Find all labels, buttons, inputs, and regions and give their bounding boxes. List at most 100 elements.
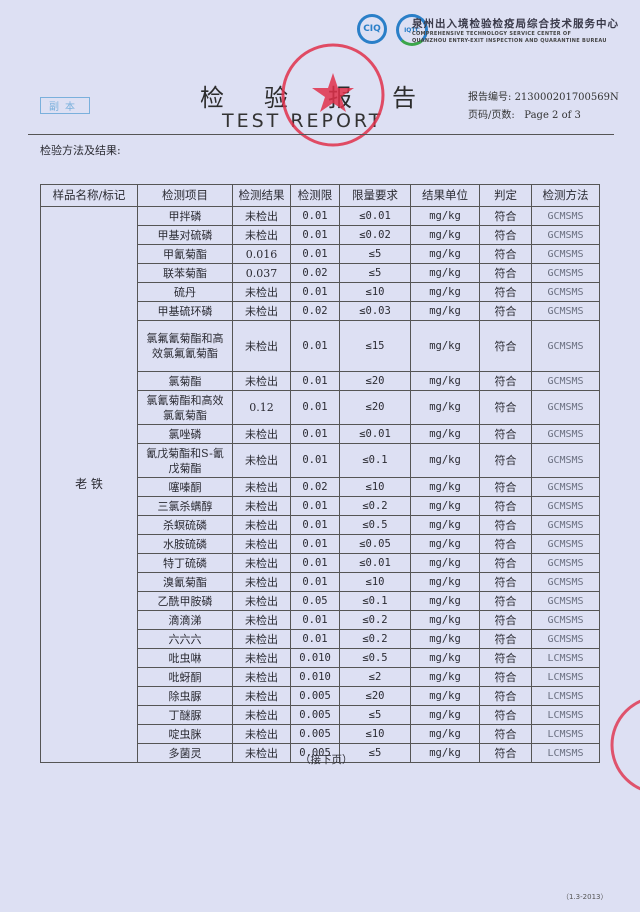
verdict: 符合: [479, 443, 532, 478]
test-method: GCMSMS: [531, 629, 600, 649]
test-item: 特丁硫磷: [137, 553, 233, 573]
section-title: 检验方法及结果:: [40, 144, 121, 157]
detection-limit: 0.01: [290, 390, 340, 425]
result-unit: mg/kg: [410, 263, 480, 283]
detection-limit: 0.02: [290, 477, 340, 497]
ciq-logo: CIQ: [357, 14, 387, 44]
table-row: 六六六 未检出 0.01 ≤0.2 mg/kg 符合 GCMSMS: [41, 629, 600, 649]
limit-requirement: ≤20: [339, 371, 411, 391]
limit-requirement: ≤5: [339, 743, 411, 763]
table-row: 多菌灵 未检出 0.005 ≤5 mg/kg 符合 LCMSMS: [41, 743, 600, 763]
detection-limit: 0.01: [290, 629, 340, 649]
title-cn: 检验报告: [200, 78, 456, 113]
verdict: 符合: [479, 724, 532, 744]
test-result: 未检出: [232, 572, 291, 592]
test-item: 杀螟硫磷: [137, 515, 233, 535]
table-row: 丁醚脲 未检出 0.005 ≤5 mg/kg 符合 LCMSMS: [41, 705, 600, 725]
detection-limit: 0.01: [290, 225, 340, 245]
result-unit: mg/kg: [410, 320, 480, 372]
table-row: 吡虫啉 未检出 0.010 ≤0.5 mg/kg 符合 LCMSMS: [41, 648, 600, 668]
verdict: 符合: [479, 515, 532, 535]
test-method: LCMSMS: [531, 648, 600, 668]
test-method: GCMSMS: [531, 320, 600, 372]
limit-requirement: ≤10: [339, 724, 411, 744]
test-item: 氯氟氰菊酯和高效氯氟氰菊酯: [137, 320, 233, 372]
table-row: 溴氰菊酯 未检出 0.01 ≤10 mg/kg 符合 GCMSMS: [41, 572, 600, 592]
limit-requirement: ≤0.01: [339, 424, 411, 444]
test-method: GCMSMS: [531, 301, 600, 321]
verdict: 符合: [479, 686, 532, 706]
test-result: 未检出: [232, 705, 291, 725]
test-result: 未检出: [232, 553, 291, 573]
official-stamp: [281, 43, 385, 147]
verdict: 符合: [479, 534, 532, 554]
result-unit: mg/kg: [410, 553, 480, 573]
test-item: 三氯杀螨醇: [137, 496, 233, 516]
result-unit: mg/kg: [410, 301, 480, 321]
table-row: 特丁硫磷 未检出 0.01 ≤0.01 mg/kg 符合 GCMSMS: [41, 553, 600, 573]
verdict: 符合: [479, 591, 532, 611]
continued-note: （接下页）: [300, 754, 353, 766]
organization-name: 泉州出入境检验检疫局综合技术服务中心: [412, 18, 619, 30]
detection-limit: 0.01: [290, 610, 340, 630]
col-lod: 检测限: [290, 184, 340, 207]
col-unit: 结果单位: [410, 184, 480, 207]
table-row: 氯菊酯 未检出 0.01 ≤20 mg/kg 符合 GCMSMS: [41, 371, 600, 391]
test-item: 硫丹: [137, 282, 233, 302]
table-row: 氯氟氰菊酯和高效氯氟氰菊酯 未检出 0.01 ≤15 mg/kg 符合 GCMSMS: [41, 320, 600, 372]
limit-requirement: ≤5: [339, 244, 411, 264]
title-en: TEST REPORT: [222, 110, 384, 132]
test-result: 0.016: [232, 244, 291, 264]
test-result: 未检出: [232, 667, 291, 687]
result-unit: mg/kg: [410, 244, 480, 264]
detection-limit: 0.005: [290, 705, 340, 725]
test-method: GCMSMS: [531, 572, 600, 592]
detection-limit: 0.01: [290, 371, 340, 391]
results-table: 样品名称/标记 检测项目 检测结果 检测限 限量要求 结果单位 判定 检测方法 …: [40, 184, 600, 763]
test-item: 溴氰菊酯: [137, 572, 233, 592]
verdict: 符合: [479, 390, 532, 425]
test-result: 未检出: [232, 225, 291, 245]
limit-requirement: ≤0.2: [339, 496, 411, 516]
result-unit: mg/kg: [410, 371, 480, 391]
result-unit: mg/kg: [410, 667, 480, 687]
limit-requirement: ≤0.1: [339, 591, 411, 611]
verdict: 符合: [479, 371, 532, 391]
test-method: GCMSMS: [531, 225, 600, 245]
limit-requirement: ≤20: [339, 686, 411, 706]
limit-requirement: ≤0.05: [339, 534, 411, 554]
limit-requirement: ≤0.5: [339, 515, 411, 535]
col-sample: 样品名称/标记: [40, 184, 138, 207]
verdict: 符合: [479, 648, 532, 668]
test-result: 0.12: [232, 390, 291, 425]
detection-limit: 0.005: [290, 724, 340, 744]
test-method: GCMSMS: [531, 610, 600, 630]
verdict: 符合: [479, 301, 532, 321]
detection-limit: 0.01: [290, 553, 340, 573]
test-item: 水胺硫磷: [137, 534, 233, 554]
test-item: 啶虫脒: [137, 724, 233, 744]
test-method: GCMSMS: [531, 553, 600, 573]
verdict: 符合: [479, 743, 532, 763]
verdict: 符合: [479, 320, 532, 372]
test-method: LCMSMS: [531, 724, 600, 744]
test-item: 乙酰甲胺磷: [137, 591, 233, 611]
limit-requirement: ≤0.01: [339, 206, 411, 226]
table-row: 联苯菊酯 0.037 0.02 ≤5 mg/kg 符合 GCMSMS: [41, 263, 600, 283]
limit-requirement: ≤10: [339, 572, 411, 592]
limit-requirement: ≤0.2: [339, 629, 411, 649]
col-result: 检测结果: [232, 184, 291, 207]
test-result: 未检出: [232, 424, 291, 444]
limit-requirement: ≤0.5: [339, 648, 411, 668]
test-result: 未检出: [232, 206, 291, 226]
result-unit: mg/kg: [410, 724, 480, 744]
table-row: 甲氰菊酯 0.016 0.01 ≤5 mg/kg 符合 GCMSMS: [41, 244, 600, 264]
limit-requirement: ≤15: [339, 320, 411, 372]
table-row: 氯唑磷 未检出 0.01 ≤0.01 mg/kg 符合 GCMSMS: [41, 424, 600, 444]
organization-name-en-2: QUANZHOU ENTRY-EXIT INSPECTION AND QUARA…: [412, 38, 607, 44]
test-item: 吡虫啉: [137, 648, 233, 668]
result-unit: mg/kg: [410, 534, 480, 554]
form-code: （1.3-2013）: [562, 893, 608, 901]
limit-requirement: ≤10: [339, 477, 411, 497]
limit-requirement: ≤5: [339, 705, 411, 725]
